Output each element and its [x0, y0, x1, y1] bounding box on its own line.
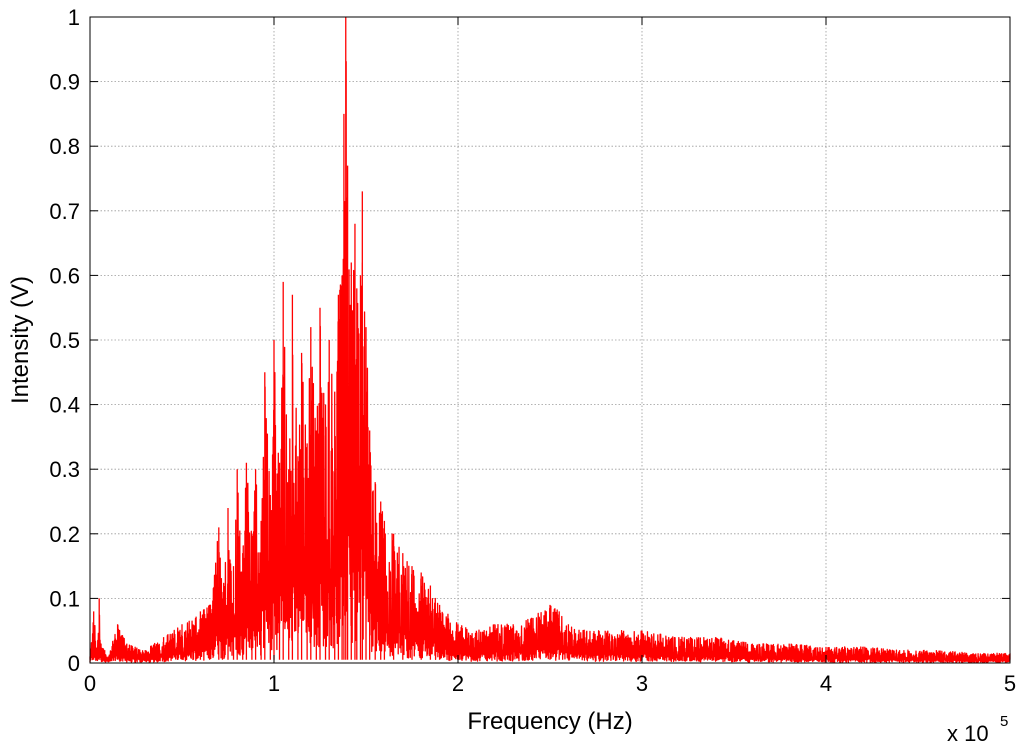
series-line: [89, 17, 1011, 664]
x-tick-label: 4: [820, 671, 832, 696]
x-tick-label: 0: [84, 671, 96, 696]
y-tick-label: 0.1: [49, 586, 80, 611]
y-tick-label: 1: [68, 5, 80, 30]
x-exponent-power: 5: [1000, 713, 1008, 730]
x-tick-label: 3: [636, 671, 648, 696]
x-tick-label: 2: [452, 671, 464, 696]
axis-ticks: 0 1 2 3 4 5 0 0.1 0.2 0.3 0.4 0.5 0.6 0.7 0.8 0.9 1: [49, 5, 1016, 696]
x-tick-label: 1: [268, 671, 280, 696]
y-tick-label: 0.6: [49, 263, 80, 288]
y-tick-label: 0.3: [49, 457, 80, 482]
y-tick-label: 0.5: [49, 328, 80, 353]
x-exponent-label: x 10: [947, 721, 989, 746]
x-tick-label: 5: [1004, 671, 1016, 696]
x-axis-label: Frequency (Hz): [467, 708, 632, 735]
y-tick-label: 0.9: [49, 70, 80, 95]
y-tick-label: 0.8: [49, 134, 80, 159]
y-axis-label: Intensity (V): [7, 276, 34, 404]
y-tick-label: 0.7: [49, 199, 80, 224]
y-tick-label: 0.2: [49, 522, 80, 547]
y-tick-label: 0: [68, 651, 80, 676]
y-tick-label: 0.4: [49, 393, 80, 418]
